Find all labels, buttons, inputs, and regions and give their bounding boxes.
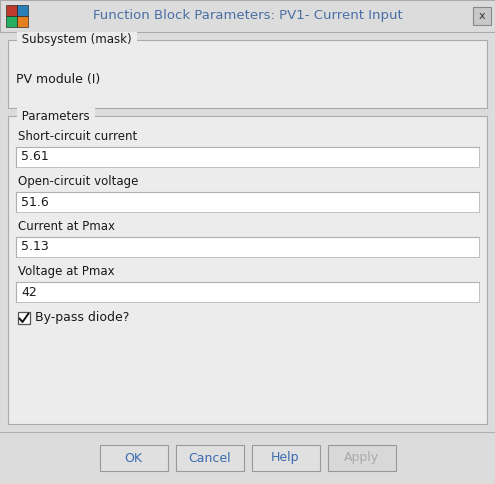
Text: 42: 42: [21, 286, 37, 299]
Bar: [18, 312, 30, 324]
Text: Help: Help: [271, 452, 300, 465]
Bar: [8, 116, 487, 424]
Bar: [0, 0, 495, 32]
Text: Short-circuit current: Short-circuit current: [18, 130, 137, 143]
Text: Open-circuit voltage: Open-circuit voltage: [18, 175, 139, 188]
Bar: [6, 16, 17, 27]
Text: OK: OK: [125, 452, 143, 465]
Bar: [0, 432, 495, 484]
Text: Cancel: Cancel: [188, 452, 231, 465]
Text: Function Block Parameters: PV1- Current Input: Function Block Parameters: PV1- Current …: [93, 10, 402, 22]
Bar: [17, 16, 28, 27]
Bar: [16, 192, 479, 212]
Text: By-pass diode?: By-pass diode?: [35, 312, 129, 324]
Text: Current at Pmax: Current at Pmax: [18, 220, 115, 233]
Bar: [8, 40, 487, 108]
Text: Apply: Apply: [344, 452, 379, 465]
Bar: [176, 445, 244, 471]
Bar: [17, 5, 28, 16]
Bar: [99, 445, 167, 471]
Bar: [16, 237, 479, 257]
Text: Voltage at Pmax: Voltage at Pmax: [18, 265, 115, 278]
Text: 5.61: 5.61: [21, 151, 49, 164]
Text: PV module (I): PV module (I): [16, 73, 100, 86]
Bar: [328, 445, 396, 471]
Bar: [16, 282, 479, 302]
Text: 5.13: 5.13: [21, 241, 49, 254]
Text: Subsystem (mask): Subsystem (mask): [18, 33, 135, 46]
Text: Parameters: Parameters: [18, 109, 94, 122]
Bar: [473, 7, 491, 25]
Text: x: x: [479, 11, 485, 21]
Bar: [16, 147, 479, 167]
Bar: [251, 445, 319, 471]
Text: 51.6: 51.6: [21, 196, 49, 209]
Bar: [6, 5, 17, 16]
